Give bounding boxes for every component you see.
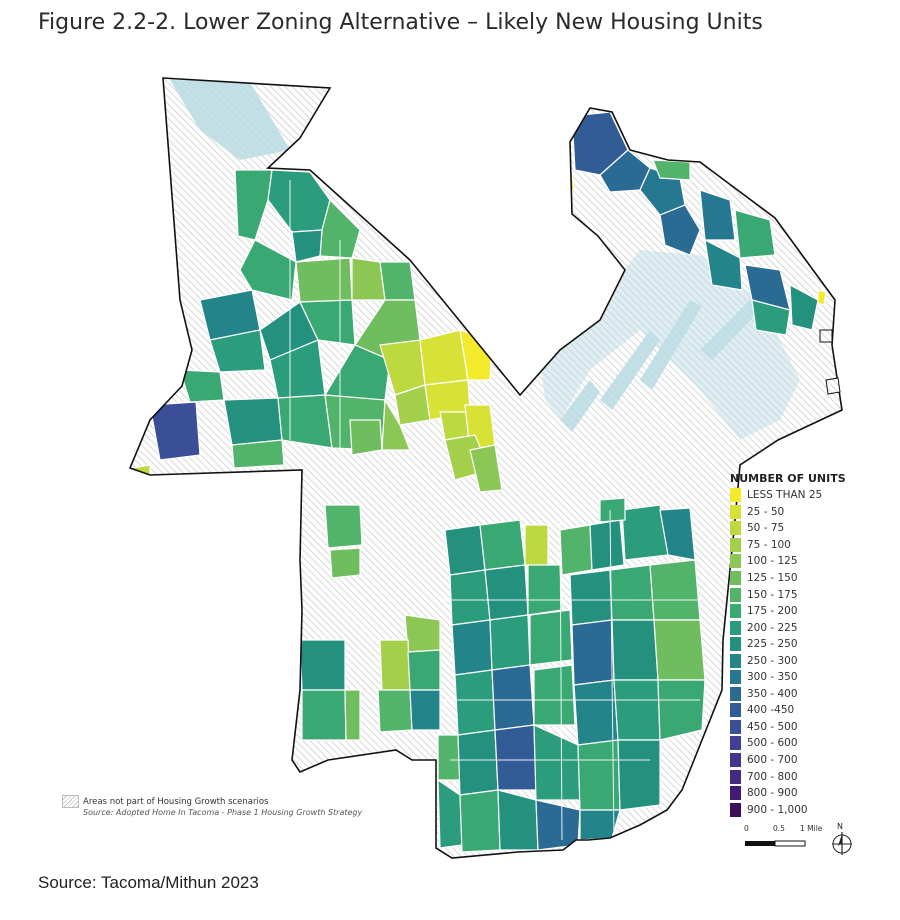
legend-swatch [730, 637, 741, 652]
legend-swatch [730, 587, 741, 602]
parcels-southwest [299, 504, 441, 741]
legend-item: 500 - 600 [730, 735, 890, 752]
legend-label: 450 - 500 [747, 720, 798, 733]
legend-item: LESS THAN 25 [730, 487, 890, 504]
legend-label: LESS THAN 25 [747, 489, 823, 502]
legend-swatch [730, 686, 741, 701]
legend-label: 75 - 100 [747, 538, 791, 551]
legend-label: 600 - 700 [747, 754, 798, 767]
legend-label: 900 - 1,000 [747, 803, 808, 816]
legend-swatch [730, 488, 741, 503]
legend-item: 300 - 350 [730, 669, 890, 686]
map-data-source: Source: Adopted Home In Tacoma - Phase 1… [83, 808, 363, 817]
map-notes: Areas not part of Housing Growth scenari… [62, 795, 362, 817]
legend-title: NUMBER OF UNITS [730, 472, 846, 485]
legend-label: 200 - 225 [747, 621, 798, 634]
legend-item: 25 - 50 [730, 504, 890, 521]
north-arrow: N [830, 822, 854, 856]
legend-swatch [730, 703, 741, 718]
legend-swatch [730, 521, 741, 536]
legend-swatch [730, 504, 741, 519]
legend-label: 700 - 800 [747, 770, 798, 783]
legend-label: 25 - 50 [747, 505, 785, 518]
legend-item: 150 - 175 [730, 586, 890, 603]
parcel-grid-lines [289, 180, 700, 841]
outlier-parcel [819, 329, 833, 343]
legend-swatch [730, 554, 741, 569]
legend-item: 400 -450 [730, 702, 890, 719]
legend-swatch [730, 736, 741, 751]
legend-item: 900 - 1,000 [730, 801, 890, 818]
legend-item: 250 - 300 [730, 652, 890, 669]
legend-item: 225 - 250 [730, 636, 890, 653]
legend-item: 600 - 700 [730, 752, 890, 769]
scale-label-0: 0 [744, 824, 749, 833]
legend-item: 175 - 200 [730, 603, 890, 620]
legend-item: 100 - 125 [730, 553, 890, 570]
legend-swatch [730, 670, 741, 685]
legend-items: LESS THAN 25 25 - 50 50 - 75 75 - 100 100 - … [730, 487, 890, 818]
legend-label: 125 - 150 [747, 572, 798, 584]
legend-label: 175 - 200 [747, 605, 798, 618]
scale-bar-graphic [745, 840, 806, 847]
legend-label: 800 - 900 [747, 787, 798, 800]
legend-swatch [730, 719, 741, 734]
legend-item: 200 - 225 [730, 619, 890, 636]
map-layers [130, 80, 827, 853]
parcels-south [437, 497, 706, 853]
scale-bar: 0 0.5 1 Mile [740, 824, 830, 854]
legend-swatch [730, 786, 741, 801]
legend-label: 400 -450 [747, 704, 795, 717]
legend-item: 125 - 150 [730, 570, 890, 587]
hatch-swatch [62, 795, 79, 808]
figure-source: Source: Tacoma/Mithun 2023 [38, 873, 259, 892]
legend-item: 450 - 500 [730, 719, 890, 736]
legend-item: 350 - 400 [730, 686, 890, 703]
parcels-northeast [565, 111, 827, 336]
city-boundary-outline [128, 77, 843, 859]
legend-swatch [730, 537, 741, 552]
legend-label: 100 - 125 [747, 555, 798, 568]
parcels-central [349, 329, 503, 493]
north-label: N [837, 822, 843, 831]
legend-swatch [730, 753, 741, 768]
legend-swatch [730, 620, 741, 635]
north-arrow-icon [832, 832, 852, 855]
legend-swatch [730, 769, 741, 784]
legend-item: 75 - 100 [730, 537, 890, 554]
parcels-northwest [130, 169, 421, 499]
excluded-areas-key: Areas not part of Housing Growth scenari… [62, 795, 362, 808]
outlier-parcel [825, 377, 841, 395]
legend-swatch [730, 802, 741, 817]
scale-label-mile: 1 Mile [800, 824, 823, 833]
legend-label: 225 - 250 [747, 638, 798, 651]
legend-item: 700 - 800 [730, 768, 890, 785]
legend-item: 800 - 900 [730, 785, 890, 802]
legend-label: 250 - 300 [747, 654, 798, 667]
legend-label: 50 - 75 [747, 522, 785, 535]
legend: NUMBER OF UNITS LESS THAN 25 25 - 50 50 - … [730, 471, 890, 818]
legend-label: 150 - 175 [747, 588, 798, 601]
legend-swatch [730, 604, 741, 619]
scale-label-half: 0.5 [773, 824, 785, 833]
legend-label: 500 - 600 [747, 737, 798, 750]
excluded-areas-label: Areas not part of Housing Growth scenari… [83, 796, 269, 807]
legend-swatch [730, 653, 741, 668]
legend-label: 300 - 350 [747, 671, 798, 684]
legend-label: 350 - 400 [747, 687, 798, 700]
legend-swatch [730, 571, 741, 585]
legend-item: 50 - 75 [730, 520, 890, 537]
figure-title: Figure 2.2-2. Lower Zoning Alternative –… [38, 10, 763, 35]
